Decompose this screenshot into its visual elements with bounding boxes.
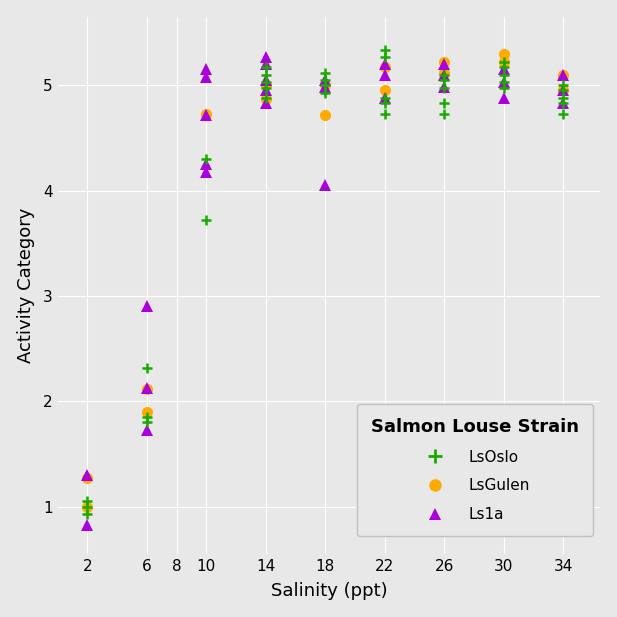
Y-axis label: Activity Category: Activity Category: [17, 208, 35, 363]
Legend: LsOslo, LsGulen, Ls1a: LsOslo, LsGulen, Ls1a: [357, 404, 593, 536]
X-axis label: Salinity (ppt): Salinity (ppt): [271, 582, 387, 600]
